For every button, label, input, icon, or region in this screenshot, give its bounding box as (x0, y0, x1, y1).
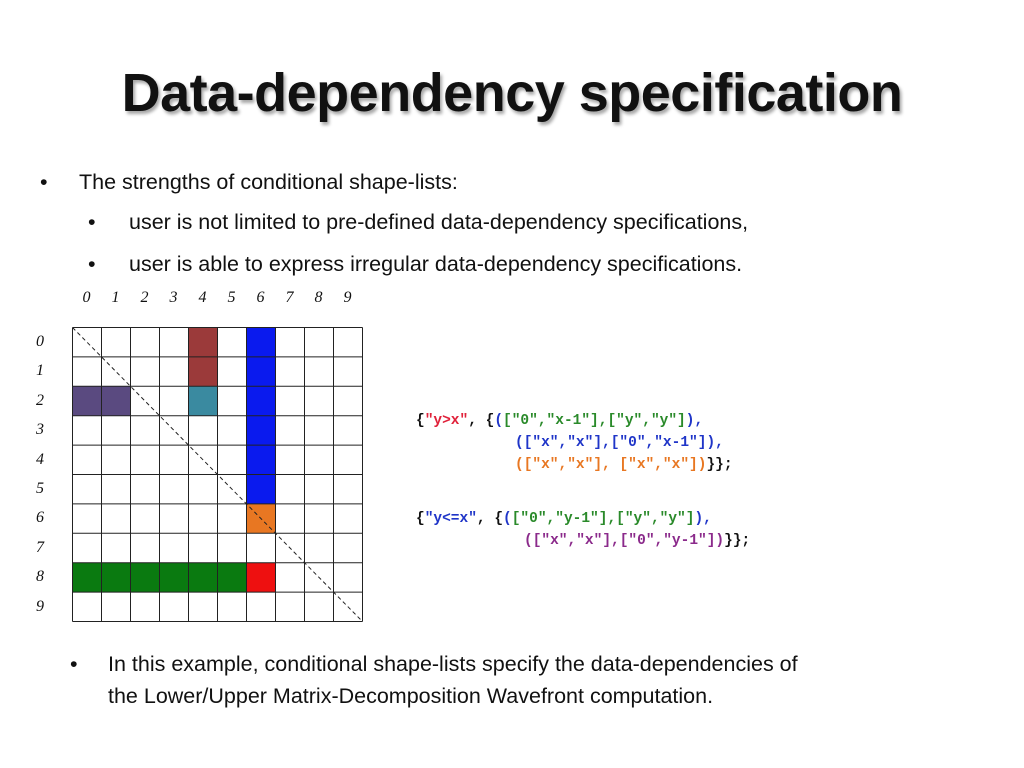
grid-diagonal (72, 327, 363, 622)
grid-column-label: 3 (169, 289, 178, 306)
code-line: (["x","x"], ["x","x"])}}; (515, 457, 733, 473)
grid-cell-r8-c3 (159, 562, 189, 593)
code-line: {"y>x", {(["0","x-1"],["y","y"]), (416, 413, 704, 429)
grid-cell-r2-c1 (101, 386, 131, 416)
grid-cell-r0-c4 (188, 327, 218, 357)
grid-row-label: 0 (36, 333, 44, 350)
bullet-dot: • (88, 252, 96, 276)
grid-column-label: 1 (111, 289, 120, 306)
code-line: (["x","x"],["0","y-1"])}}; (524, 533, 751, 549)
grid-column-label: 5 (227, 289, 236, 306)
grid-cell-r8-c6 (246, 562, 276, 593)
bullet-text: The strengths of conditional shape-lists… (79, 170, 458, 194)
shape-list: ["0","x-1"],["y","y"] (503, 413, 686, 429)
grid-row-label: 3 (36, 421, 44, 439)
grid-row-label: 7 (36, 538, 44, 556)
grid-column-label: 8 (314, 289, 323, 306)
shape-list: ["0","y-1"],["y","y"] (511, 511, 695, 527)
grid-row-label: 8 (36, 568, 44, 586)
grid-cell-r1-c4 (188, 356, 218, 387)
bullet-text-line: the Lower/Upper Matrix-Decomposition Wav… (108, 684, 714, 708)
grid-cell-r2-c0 (72, 386, 102, 416)
code-line: (["x","x"],["0","x-1"]), (515, 435, 724, 451)
grid-row-label: 6 (36, 509, 44, 527)
bullet-text: user is able to express irregular data-d… (129, 252, 743, 276)
grid-cell-r4-c6 (246, 445, 276, 475)
bullet-text: In this example, conditional shape-lists… (108, 648, 798, 712)
dependency-grid-svg (72, 327, 363, 622)
slide-title: Data-dependency specification (121, 63, 903, 123)
grid-cell-r8-c5 (217, 562, 247, 593)
grid-cell-r8-c2 (130, 562, 160, 593)
grid-column-label: 0 (82, 289, 91, 306)
grid-row-label: 4 (36, 450, 44, 468)
dependency-grid (72, 327, 363, 622)
code-line: {"y<=x", {(["0","y-1"],["y","y"]), (416, 511, 712, 527)
grid-column-label: 7 (285, 289, 294, 306)
grid-cell-r1-c6 (246, 356, 276, 387)
grid-cell-r2-c4 (188, 386, 218, 416)
bullet-dot: • (40, 170, 48, 194)
code-block: {"y>x", {(["0","x-1"],["y","y"]), (["x",… (416, 410, 750, 564)
grid-column-label: 2 (140, 289, 149, 306)
grid-row-label: 9 (36, 597, 44, 615)
grid-column-label: 4 (198, 289, 207, 306)
grid-cell-r8-c4 (188, 562, 218, 593)
condition-y-le-x: "y<=x" (424, 511, 477, 527)
shape-list: (["x","x"],["0","y-1"]) (524, 533, 725, 549)
grid-row-label: 1 (36, 362, 44, 380)
bullet-text: user is not limited to pre-defined data-… (129, 210, 749, 234)
condition-y-gt-x: "y>x" (424, 413, 469, 429)
grid-cell-r2-c6 (246, 386, 276, 416)
bullet-text-line: In this example, conditional shape-lists… (108, 652, 798, 676)
bullet-dot: • (70, 652, 78, 676)
bullet-dot: • (88, 210, 96, 234)
grid-cell-r0-c6 (246, 327, 276, 357)
shape-list: (["x","x"], ["x","x"]) (515, 457, 707, 473)
grid-column-label: 9 (343, 289, 352, 306)
grid-column-label: 6 (256, 289, 265, 306)
grid-cell-r5-c6 (246, 474, 276, 504)
grid-row-label: 2 (36, 391, 44, 409)
grid-cell-r3-c6 (246, 415, 276, 446)
grid-row-label: 5 (36, 480, 44, 497)
shape-list: ["x","x"],["0","x-1"] (523, 435, 707, 451)
grid-cell-r8-c0 (72, 562, 102, 593)
grid-cell-r8-c1 (101, 562, 131, 593)
